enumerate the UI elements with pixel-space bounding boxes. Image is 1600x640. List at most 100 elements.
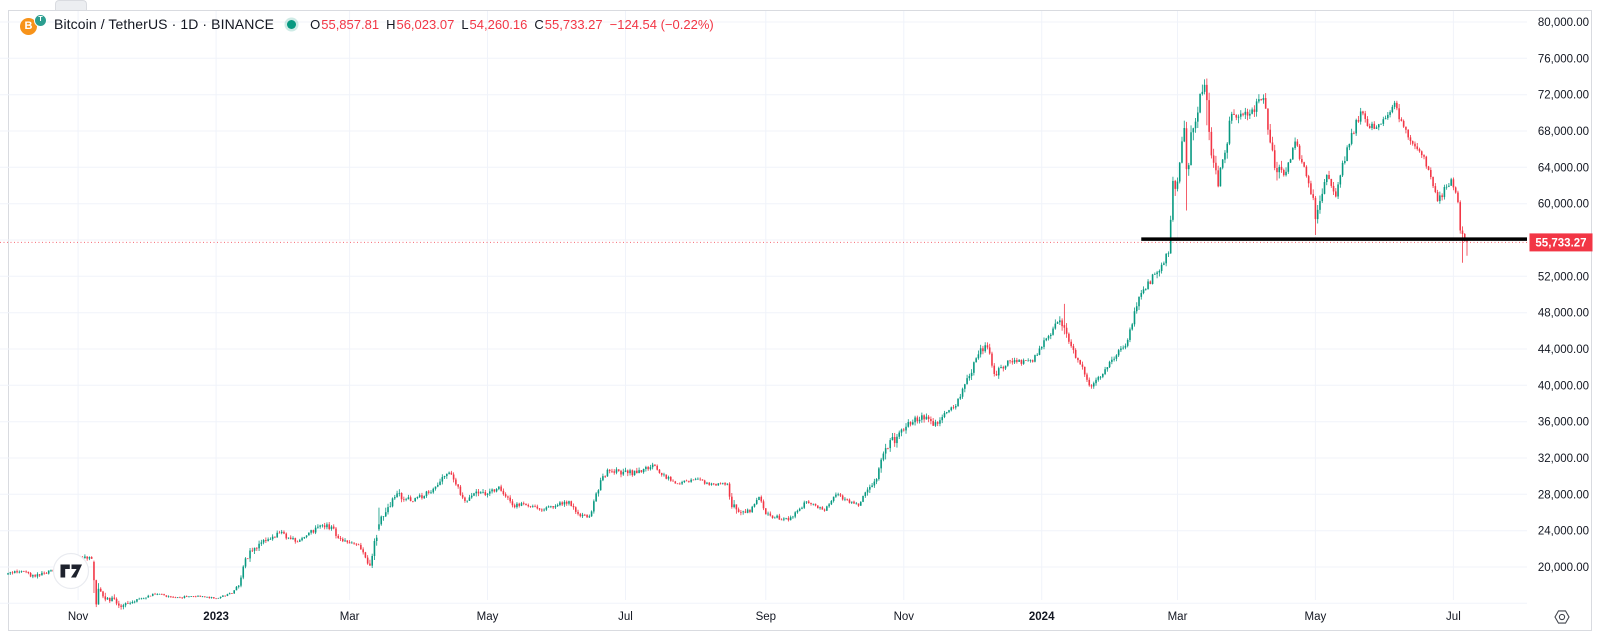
candle-body	[1359, 111, 1362, 122]
candle-body	[167, 596, 170, 598]
candle-body	[669, 476, 672, 481]
time-axis-label: Nov	[68, 611, 89, 623]
candle-body	[194, 596, 197, 598]
candle-body	[1206, 84, 1208, 101]
candle-body	[1104, 369, 1106, 375]
candle-body	[821, 507, 824, 510]
candle-body	[489, 491, 491, 494]
candle-body	[1086, 374, 1088, 380]
candle-body	[362, 549, 364, 553]
candle-body	[11, 572, 14, 574]
candle-body	[1176, 181, 1179, 189]
candle-body	[1262, 98, 1265, 101]
candle-body	[1387, 114, 1389, 119]
candle-body	[1002, 367, 1005, 369]
candle-body	[1192, 128, 1195, 133]
candle-body	[975, 358, 977, 363]
symbol-logo-pair[interactable]: B T	[20, 13, 47, 35]
candle-body	[1398, 108, 1400, 120]
candle-body	[516, 503, 518, 508]
candle-body	[602, 476, 604, 481]
candle-body	[837, 494, 839, 496]
candle-body	[606, 469, 609, 477]
symbol-title[interactable]: Bitcoin / TetherUS · 1D · BINANCE	[54, 16, 275, 32]
candle-body	[36, 574, 39, 577]
candle-body	[925, 416, 928, 420]
candle-body	[32, 575, 34, 577]
candle-body	[1294, 141, 1296, 149]
time-axis-label: May	[1305, 611, 1327, 623]
candle-body	[771, 515, 774, 519]
candle-body	[1457, 192, 1459, 203]
candle-body	[201, 596, 204, 598]
candle-body	[683, 480, 686, 483]
candle-body	[887, 448, 889, 449]
candle-body	[559, 502, 561, 506]
candle-body	[511, 501, 514, 506]
candle-body	[692, 479, 695, 481]
candle-body	[552, 506, 554, 508]
candle-body	[38, 574, 41, 576]
candle-body	[303, 537, 306, 539]
candle-body	[204, 596, 206, 598]
candle-body	[936, 422, 939, 424]
candle-body	[1045, 338, 1048, 341]
candle-body	[839, 494, 842, 496]
price-axis[interactable]: 80,000.00 76,000.00 72,000.00 68,000.00 64,0…	[1538, 17, 1589, 574]
price-axis-label: 44,000.00	[1538, 344, 1589, 356]
candle-body	[464, 497, 466, 501]
tether-icon: T	[34, 13, 47, 27]
candle-body	[1156, 272, 1158, 275]
candle-body	[382, 516, 385, 518]
candle-body	[1090, 385, 1093, 387]
market-status-dot[interactable]	[287, 19, 297, 29]
candle-body	[1452, 179, 1455, 188]
candle-body	[1124, 345, 1127, 348]
candle-body	[649, 467, 652, 470]
price-axis-label: 76,000.00	[1538, 53, 1589, 65]
candle-body	[1038, 348, 1041, 355]
candle-body	[988, 347, 991, 354]
candle-body	[857, 503, 860, 506]
candle-body	[850, 501, 853, 503]
candle-body	[810, 502, 812, 504]
chart-legend[interactable]: B T Bitcoin / TetherUS · 1D · BINANCE O …	[20, 13, 714, 35]
candle-body	[346, 540, 349, 543]
candle-body	[102, 591, 104, 597]
candle-body	[862, 495, 864, 502]
candle-body	[176, 597, 179, 599]
time-axis[interactable]: Nov 2023 Mar May Jul Sep Nov 2024 Mar May Jul	[68, 611, 1461, 623]
candle-body	[737, 509, 740, 512]
candle-body	[84, 556, 86, 559]
tradingview-watermark[interactable]	[52, 552, 90, 590]
candle-body	[418, 495, 421, 497]
candle-body	[86, 556, 88, 559]
candle-body	[1007, 360, 1009, 366]
candle-body	[1126, 339, 1129, 346]
candle-body	[222, 595, 224, 597]
candle-body	[1000, 367, 1002, 369]
candle-body	[504, 494, 507, 497]
candle-body	[1081, 364, 1084, 367]
candle-body	[118, 603, 120, 606]
axis-settings-icon[interactable]	[1554, 610, 1570, 624]
candle-body	[959, 396, 962, 399]
candle-body	[29, 573, 32, 577]
candle-body	[1149, 281, 1152, 284]
candle-body	[1339, 175, 1342, 185]
candle-body	[697, 478, 699, 480]
candle-body	[1190, 132, 1192, 166]
candle-body	[470, 495, 473, 498]
low-label: L	[461, 16, 469, 32]
candle-body	[1070, 341, 1072, 347]
candle-body	[403, 499, 405, 500]
candle-body	[111, 597, 113, 602]
candle-body	[269, 539, 272, 540]
candle-body	[1249, 113, 1251, 116]
candle-body	[1346, 147, 1348, 162]
candle-body	[1253, 109, 1256, 112]
candle-body	[672, 480, 674, 482]
candle-body	[1246, 111, 1249, 116]
candle-body	[108, 597, 111, 602]
